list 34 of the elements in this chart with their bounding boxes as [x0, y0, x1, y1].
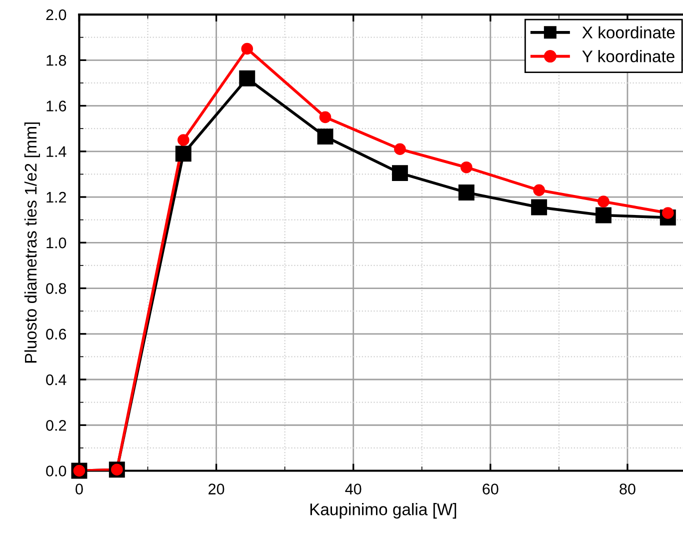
- legend-label: X koordinate: [582, 26, 675, 38]
- point: [598, 196, 610, 208]
- point: [596, 207, 612, 224]
- point: [394, 143, 406, 156]
- y-tick-label: 1.6: [46, 100, 66, 112]
- point: [392, 165, 408, 182]
- y-tick-label: 1.8: [46, 55, 66, 66]
- y-tick-label: 0.0: [46, 466, 66, 476]
- y-tick-label: 0.6: [46, 328, 66, 340]
- x-tick-label: 20: [208, 484, 224, 494]
- y-tick-label: 0.2: [46, 420, 66, 431]
- y-tick-label: 2.0: [46, 9, 66, 20]
- point: [458, 184, 474, 200]
- point: [177, 134, 190, 146]
- y-tick-label: 1.0: [46, 238, 66, 248]
- point: [319, 111, 332, 124]
- x-tick-label: 0: [76, 484, 83, 494]
- point: [241, 42, 254, 55]
- y-tick-label: 1.4: [46, 146, 66, 157]
- x-tick-label: 60: [482, 484, 498, 494]
- x-tick-label: 80: [620, 484, 636, 494]
- point: [239, 70, 256, 86]
- x-tick-label: 40: [345, 484, 362, 494]
- y-tick-label: 1.2: [46, 192, 66, 203]
- y-axis-title: Pluosto diametras ties 1/e2 [mm]: [24, 122, 40, 363]
- point: [317, 128, 334, 145]
- point: [175, 146, 192, 162]
- y-tick-label: 0.8: [46, 283, 66, 294]
- point: [531, 199, 548, 216]
- y-tick-label: 0.4: [46, 374, 66, 386]
- legend-label: Y koordinate: [582, 50, 674, 62]
- point: [533, 184, 545, 196]
- point: [460, 161, 472, 174]
- x-axis-title: Kaupinimo galia [W]: [310, 503, 456, 519]
